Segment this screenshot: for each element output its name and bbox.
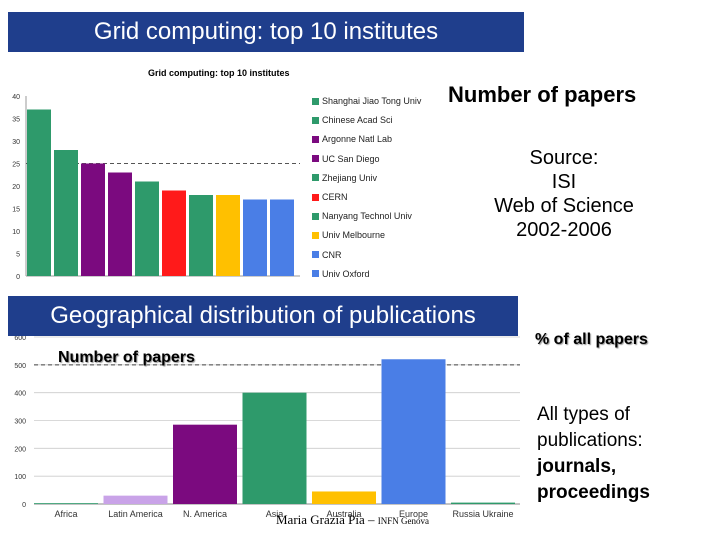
- chart2-bar: [173, 424, 237, 504]
- chart2-category-label: Europe: [399, 509, 428, 519]
- chart1-bar: [216, 195, 240, 276]
- chart1-legend-item: Argonne Natl Lab: [312, 134, 392, 144]
- footer-credit: Maria Grazia Pia – INFN Genova: [276, 512, 429, 528]
- chart1-y-tick-label: 20: [12, 184, 20, 191]
- chart1-y-tick-label: 40: [12, 94, 20, 101]
- source-line-4: 2002-2006: [516, 219, 612, 241]
- chart2-bar: [242, 392, 307, 504]
- legend-swatch: [312, 270, 319, 278]
- chart1-legend-item: Shanghai Jiao Tong Univ: [312, 96, 421, 106]
- source-line-2: ISI: [551, 171, 577, 193]
- chart1-y-tick-label: 15: [12, 207, 20, 214]
- chart1-legend-item: Nanyang Technol Univ: [312, 211, 412, 221]
- chart2-y-tick-label: 200: [14, 446, 26, 453]
- legend-swatch: [312, 212, 319, 220]
- chart1-y-tick-label: 35: [12, 117, 20, 124]
- chart1-bar: [108, 172, 132, 276]
- pub-types-line-1: All types of: [537, 404, 630, 425]
- chart2-y-tick-label: 400: [14, 391, 26, 398]
- chart1-bar: [54, 150, 78, 276]
- chart1-y-tick-label: 5: [16, 252, 20, 259]
- chart1-y-tick-label: 30: [12, 139, 20, 146]
- legend-swatch: [312, 97, 319, 105]
- footer-org: INFN Genova: [377, 516, 430, 526]
- legend-label: Shanghai Jiao Tong Univ: [322, 96, 422, 106]
- top-institutes-chart: 0 5 10 15 20 25 30 35 40: [12, 94, 300, 280]
- legend-label: Nanyang Technol Univ: [322, 211, 412, 222]
- chart2-bar: [312, 491, 376, 504]
- chart1-bar: [27, 109, 51, 276]
- legend-label: Chinese Acad Sci: [322, 115, 393, 126]
- chart1-legend-item: Univ Melbourne: [312, 230, 385, 240]
- chart2-y-tick-label: 300: [14, 419, 26, 426]
- chart1-bar: [162, 190, 186, 276]
- chart2-title: Number of papers: [58, 349, 195, 366]
- chart1-y-tick-label: 10: [12, 229, 20, 236]
- legend-swatch: [312, 193, 319, 201]
- chart2-y-tick-label: 500: [14, 363, 26, 370]
- chart2-category-label: Latin America: [108, 509, 163, 519]
- chart2-bar: [103, 495, 168, 504]
- legend-swatch: [312, 174, 319, 182]
- footer-author: Maria Grazia Pia –: [276, 512, 375, 527]
- chart1-legend-item: CNR: [312, 250, 342, 260]
- legend-label: CNR: [322, 249, 342, 260]
- chart2-category-label: Asia: [266, 509, 284, 519]
- legend-label: UC San Diego: [322, 153, 380, 164]
- chart1-bar: [270, 199, 294, 276]
- source-line-1: Source:: [529, 147, 599, 169]
- chart2-category-label: Africa: [54, 509, 77, 519]
- legend-swatch: [312, 155, 319, 163]
- chart2-y-tick-label: 0: [22, 502, 26, 509]
- legend-swatch: [312, 135, 319, 143]
- pub-types-line-4: proceedings: [537, 482, 650, 503]
- chart1-legend-item: CERN: [312, 192, 348, 202]
- chart1-y-tick-label: 25: [12, 162, 20, 169]
- chart1-legend-item: Univ Oxford: [312, 269, 370, 279]
- legend-swatch: [312, 231, 319, 239]
- legend-label: Univ Oxford: [322, 268, 370, 279]
- chart1-legend-item: UC San Diego: [312, 154, 380, 164]
- chart1-legend-item: Zhejiang Univ: [312, 173, 377, 183]
- number-of-papers-title: Number of papers: [448, 82, 637, 107]
- pub-types-line-3: journals,: [537, 456, 617, 477]
- chart2-category-label: Australia: [326, 509, 361, 519]
- source-line-3: Web of Science: [494, 195, 634, 217]
- chart2-y-tick-label: 600: [14, 335, 26, 342]
- slide-title-banner: Grid computing: top 10 institutes: [8, 12, 524, 52]
- chart2-y-tick-label: 100: [14, 474, 26, 481]
- legend-swatch: [312, 251, 319, 259]
- legend-label: Zhejiang Univ: [322, 172, 378, 183]
- legend-label: Argonne Natl Lab: [322, 134, 393, 145]
- chart2-bar: [451, 502, 515, 504]
- slide-title: Grid computing: top 10 institutes: [93, 18, 439, 45]
- source-note: Source: ISI Web of Science 2002-2006: [480, 146, 648, 242]
- chart1-y-tick-label: 0: [16, 274, 20, 280]
- chart1-title: Grid computing: top 10 institutes: [148, 68, 290, 78]
- legend-label: Univ Melbourne: [322, 230, 386, 241]
- chart2-category-label: N. America: [183, 509, 227, 519]
- chart2-bar: [381, 359, 446, 504]
- geographical-distribution-chart: 0 100 200 300 400 500 600 Africa Latin America N.…: [14, 335, 520, 519]
- legend-swatch: [312, 116, 319, 124]
- geo-title-banner: Geographical distribution of publication…: [8, 296, 518, 336]
- publication-types-note: All types of publications: journals, pro…: [537, 402, 650, 506]
- legend-label: CERN: [322, 192, 348, 202]
- geo-title: Geographical distribution of publication…: [50, 302, 476, 329]
- chart1-bar: [243, 199, 267, 276]
- chart1-bar: [81, 163, 105, 276]
- chart1-legend-item: Chinese Acad Sci: [312, 115, 393, 125]
- pub-types-line-2: publications:: [537, 430, 643, 451]
- chart2-category-label: Russia Ukraine: [452, 509, 513, 519]
- pct-all-papers-label: % of all papers: [535, 331, 648, 348]
- chart2-bar: [34, 503, 98, 504]
- chart1-bar: [135, 181, 159, 276]
- chart1-bar: [189, 195, 213, 276]
